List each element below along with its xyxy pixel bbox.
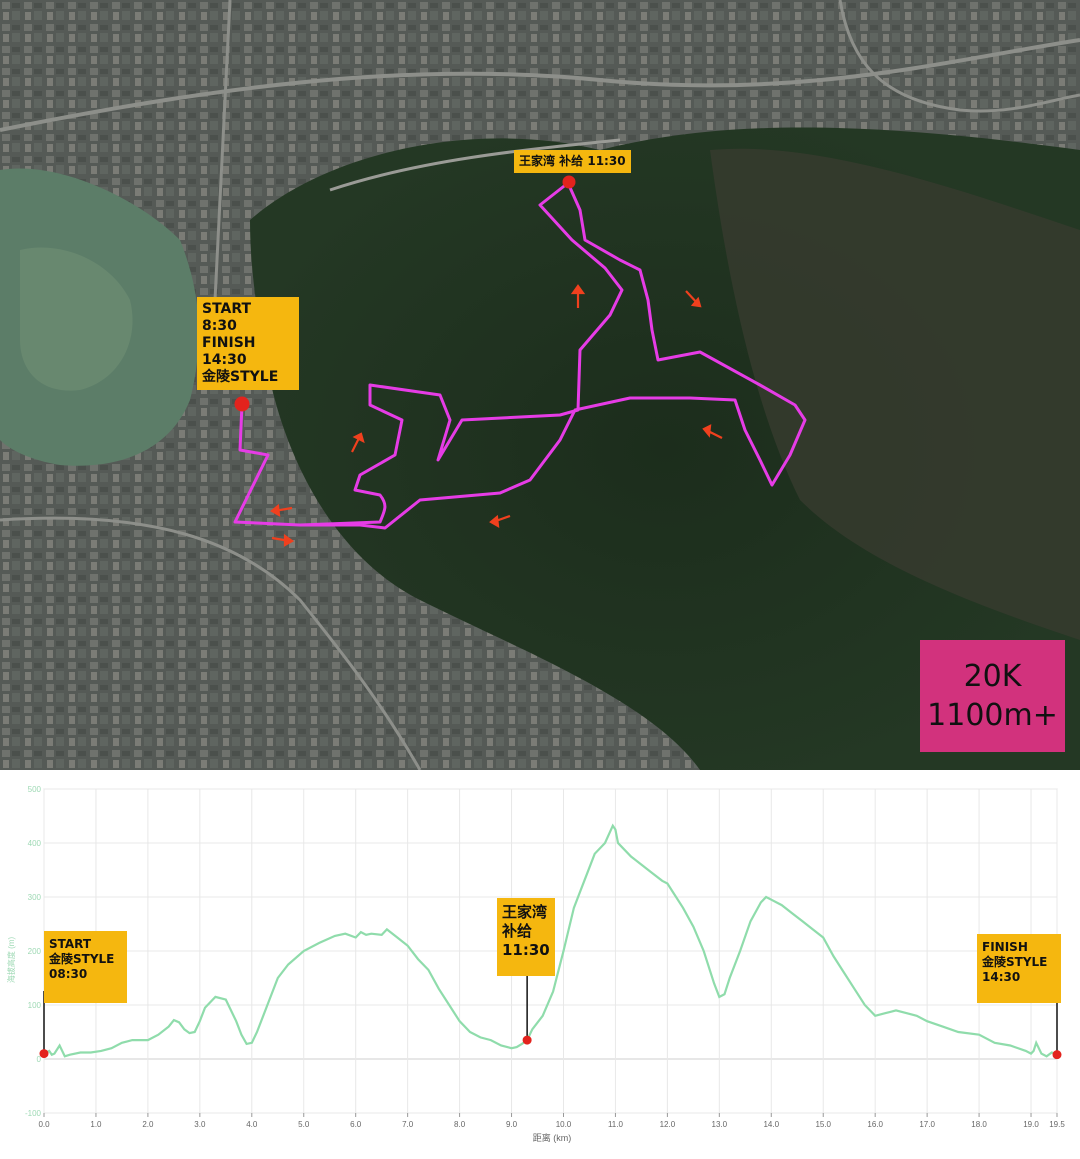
annotation-marker[interactable]	[522, 1035, 532, 1045]
elevation-finish-label: FINISH 金陵STYLE 14:30	[977, 934, 1061, 1003]
x-tick-label: 4.0	[246, 1120, 258, 1129]
annotation-line: 王家湾	[502, 903, 548, 921]
annotation-line: 11:30	[502, 940, 550, 959]
y-tick-label: 200	[28, 947, 42, 956]
annotation-line: 金陵STYLE	[49, 952, 115, 966]
x-tick-label: 15.0	[815, 1120, 831, 1129]
annotation-line: 金陵STYLE	[982, 955, 1048, 969]
axes: -100 0 100 200 300 400 500 0.0 1.0 2.0 3.0 4.0 5.0 6.…	[25, 785, 1065, 1129]
y-tick-label: 0	[37, 1055, 42, 1064]
annotation-line: 08:30	[49, 967, 88, 981]
x-axis-title: 距离 (km)	[533, 1132, 572, 1143]
y-axis-title: 海拔高度 (m)	[6, 937, 16, 984]
road	[0, 38, 1080, 132]
race-stats-badge: 20K 1100m+	[920, 640, 1065, 752]
y-tick-label: 300	[28, 893, 42, 902]
satellite-map	[0, 0, 1080, 770]
route-map[interactable]: 王家湾 补给 11:30 START 8:30 FINISH 14:30 金陵S…	[0, 0, 1080, 770]
distance-stat: 20K	[963, 659, 1022, 694]
annotation-line: 14:30	[982, 970, 1021, 984]
start-label-line: FINISH	[202, 335, 256, 352]
supply-marker[interactable]	[562, 175, 576, 189]
x-tick-label: 19.5	[1049, 1120, 1065, 1129]
x-tick-label: 5.0	[298, 1120, 310, 1129]
x-tick-label: 18.0	[971, 1120, 987, 1129]
x-tick-label: 16.0	[867, 1120, 883, 1129]
route-line	[233, 181, 807, 530]
start-label-line: 金陵STYLE	[202, 369, 279, 386]
start-finish-marker[interactable]	[234, 396, 250, 412]
supply-label: 王家湾 补给 11:30	[514, 150, 631, 173]
start-label-line: 14:30	[202, 352, 247, 369]
annotation-marker[interactable]	[39, 1049, 49, 1059]
x-tick-label: 2.0	[142, 1120, 154, 1129]
start-finish-label: START 8:30 FINISH 14:30 金陵STYLE	[197, 297, 299, 391]
x-tick-label: 17.0	[919, 1120, 935, 1129]
x-tick-label: 3.0	[194, 1120, 206, 1129]
x-tick-label: 0.0	[38, 1120, 50, 1129]
x-tick-label: 7.0	[402, 1120, 414, 1129]
y-tick-label: 400	[28, 839, 42, 848]
x-tick-label: 9.0	[506, 1120, 518, 1129]
annotation-line: START	[49, 937, 92, 951]
x-tick-label: 6.0	[350, 1120, 362, 1129]
direction-arrows	[270, 284, 723, 547]
y-tick-label: 100	[28, 1001, 42, 1010]
x-tick-label: 10.0	[556, 1120, 572, 1129]
x-tick-label: 1.0	[90, 1120, 102, 1129]
annotation-line: 补给	[502, 921, 533, 940]
x-tick-label: 14.0	[763, 1120, 779, 1129]
ridge-area	[710, 148, 1080, 640]
annotation-marker[interactable]	[1052, 1050, 1062, 1060]
elevation-line	[43, 823, 1058, 1058]
y-tick-label: 500	[28, 785, 42, 794]
x-tick-label: 13.0	[712, 1120, 728, 1129]
x-tick-label: 19.0	[1023, 1120, 1039, 1129]
x-tick-label: 8.0	[454, 1120, 466, 1129]
elevation-gain-stat: 1100m+	[927, 698, 1058, 733]
start-label-line: START	[202, 301, 252, 317]
x-tick-label: 12.0	[660, 1120, 676, 1129]
elevation-supply-label: 王家湾 补给 11:30	[497, 898, 555, 976]
y-tick-label: -100	[25, 1109, 42, 1118]
elevation-start-label: START 金陵STYLE 08:30	[44, 931, 127, 1003]
start-label-line: 8:30	[202, 318, 237, 335]
annotation-line: FINISH	[982, 940, 1028, 954]
x-tick-label: 11.0	[608, 1120, 624, 1129]
